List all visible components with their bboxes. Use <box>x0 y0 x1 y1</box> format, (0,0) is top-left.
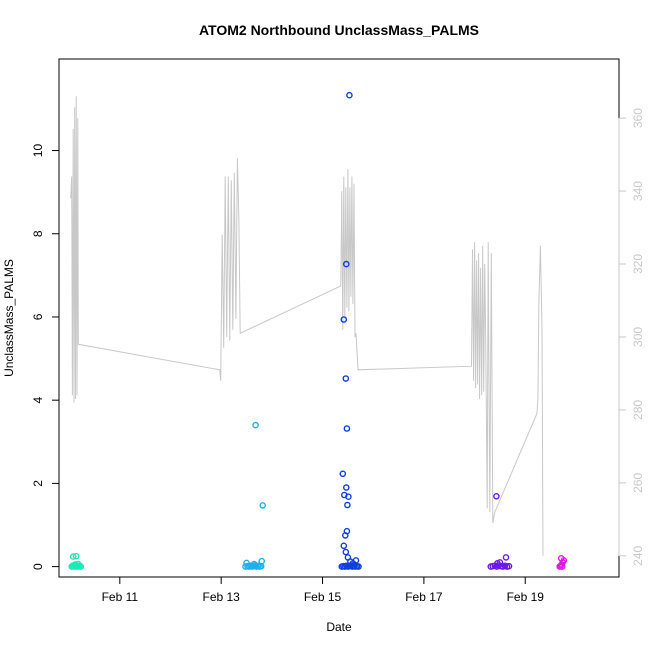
x-axis: Feb 11 Feb 13 Feb 15 Feb 17 Feb 19 <box>102 576 545 604</box>
data-point <box>352 557 360 564</box>
gray-line-series <box>70 96 544 556</box>
points-layer <box>68 91 568 570</box>
data-point <box>345 493 352 501</box>
data-point <box>250 560 258 568</box>
right-y-tick-label: 260 <box>631 473 645 493</box>
data-point <box>339 470 347 478</box>
data-point <box>259 502 267 509</box>
right-y-tick-label: 300 <box>631 327 645 347</box>
data-point <box>71 561 79 568</box>
data-point <box>342 375 350 382</box>
y-tick-label: 6 <box>31 313 45 320</box>
right-y-tick-label: 280 <box>631 400 645 420</box>
data-point <box>243 559 250 567</box>
data-point <box>502 554 510 561</box>
data-point <box>69 553 77 560</box>
y-tick-label: 4 <box>31 397 45 404</box>
data-point <box>558 563 566 570</box>
data-point <box>342 484 350 491</box>
right-y-tick-label: 240 <box>631 546 645 566</box>
chart-title: ATOM2 Northbound UnclassMass_PALMS <box>199 22 479 38</box>
right-y-tick-label: 340 <box>631 181 645 201</box>
data-point <box>344 501 351 509</box>
gray-line-layer <box>70 96 544 556</box>
data-point <box>340 542 348 550</box>
data-point <box>355 563 362 570</box>
data-point <box>496 559 504 566</box>
data-point <box>252 421 259 429</box>
data-point <box>505 562 513 570</box>
x-tick-label: Feb 17 <box>405 590 443 604</box>
data-point <box>342 260 350 268</box>
x-tick-label: Feb 19 <box>507 590 545 604</box>
data-point <box>343 425 351 432</box>
x-tick-label: Feb 15 <box>304 590 342 604</box>
y-axis: 0 2 4 6 8 10 <box>31 144 60 570</box>
right-y-tick-label: 360 <box>631 108 645 128</box>
data-point <box>340 316 348 323</box>
data-point <box>557 555 565 562</box>
y-tick-label: 2 <box>31 480 45 487</box>
data-point <box>343 527 351 535</box>
x-tick-label: Feb 13 <box>202 590 240 604</box>
x-axis-label: Date <box>326 620 352 634</box>
right-y-tick-label: 320 <box>631 254 645 274</box>
y-tick-label: 0 <box>31 563 45 570</box>
y-axis-label: UnclassMass_PALMS <box>2 259 16 377</box>
data-point <box>346 91 353 99</box>
data-point <box>493 492 500 500</box>
x-tick-label: Feb 11 <box>102 590 139 604</box>
data-point <box>72 552 80 560</box>
data-point <box>342 548 350 556</box>
y-tick-label: 10 <box>31 144 45 158</box>
y-tick-label: 8 <box>31 230 45 237</box>
plot-frame <box>58 58 620 578</box>
right-y-axis: 240 260 280 300 320 340 360 <box>618 108 645 566</box>
data-point <box>258 557 266 565</box>
data-point <box>75 560 82 568</box>
